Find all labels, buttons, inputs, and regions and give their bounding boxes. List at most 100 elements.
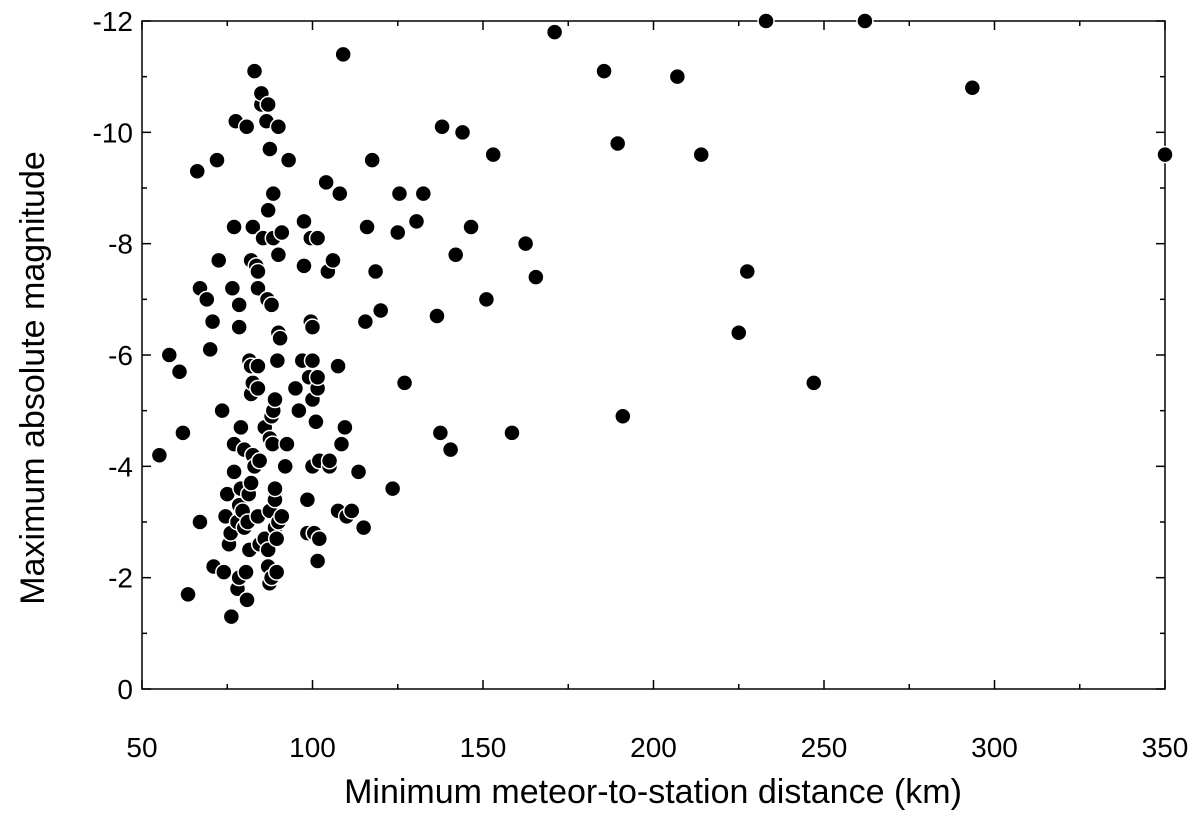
data-point [198,290,216,309]
data-point [286,379,305,398]
data-point [249,262,267,281]
y-tick-label: -4 [108,451,133,482]
data-points [150,12,1174,626]
data-point [303,351,322,370]
data-point [290,401,308,420]
data-point [738,262,757,281]
data-point [389,223,407,242]
data-point [261,140,279,158]
data-point [232,418,250,437]
data-point [334,45,352,64]
data-point [356,312,375,331]
data-point [268,351,287,370]
data-point [269,246,288,264]
data-point [692,145,710,164]
data-point [342,502,361,520]
data-point [267,563,286,581]
data-point [225,218,243,236]
data-point [279,151,298,169]
data-point [431,424,450,442]
x-tick-label: 50 [126,732,157,763]
data-point [298,490,317,509]
data-point [266,479,284,498]
data-point [179,585,197,604]
data-point [332,435,351,453]
tick-labels: 50 100 150 200 250 300 350 0 -2 -4 -6 -8 -10 -12 [93,6,1189,763]
data-point [307,413,325,431]
data-point [484,145,502,164]
data-point [503,424,521,442]
data-point [266,390,284,409]
data-point [238,591,256,609]
data-point [201,340,219,359]
data-point [250,452,269,470]
data-point [453,123,472,142]
x-tick-label: 100 [289,732,336,763]
data-point [230,296,248,314]
y-tick-label: -2 [108,563,133,594]
data-point [230,318,248,336]
data-point [407,212,426,231]
data-point [191,513,209,531]
data-point [428,307,446,325]
y-tick-label: -12 [93,6,133,37]
data-point [174,424,192,442]
data-point [608,134,627,153]
data-point [262,296,281,314]
data-point [308,552,327,570]
data-point [1156,145,1174,164]
data-point [295,212,313,231]
data-point [242,474,260,492]
data-point [441,440,460,459]
data-point [614,407,632,425]
data-point [245,62,264,80]
data-point [259,201,277,220]
data-point [414,184,433,203]
data-point [308,368,327,387]
data-point [310,529,329,548]
y-tick-label: -8 [108,229,133,260]
data-point [303,318,322,336]
data-point [249,379,267,398]
data-point [271,329,289,348]
data-point [237,563,255,581]
x-axis-label: Minimum meteor-to-station distance (km) [344,773,962,811]
data-point [213,401,231,420]
data-point [264,184,283,203]
data-point [188,162,206,181]
data-point [371,301,390,320]
y-axis-label: Maximum absolute magnitude [14,151,52,605]
data-point [237,118,256,136]
data-point [209,251,228,270]
data-point [225,463,243,481]
data-point [366,262,385,281]
data-point [276,457,294,476]
data-point [320,452,339,470]
x-tick-label: 150 [460,732,507,763]
data-point [856,12,874,30]
data-point [170,362,189,381]
data-point [269,118,288,136]
axis-ticks [141,20,1166,690]
data-point [278,435,296,453]
data-point [223,279,242,297]
data-point [308,229,327,247]
data-point [273,223,291,242]
data-point [433,118,451,136]
data-point [203,312,222,331]
x-tick-label: 250 [801,732,848,763]
data-point [273,507,291,526]
data-point [331,184,349,203]
data-point [267,529,286,548]
y-tick-label: 0 [117,674,133,705]
data-point [150,446,169,464]
data-point [244,218,262,236]
data-point [446,246,465,264]
data-point [805,374,823,392]
data-point [477,290,496,309]
data-point [354,518,373,537]
x-tick-label: 350 [1142,732,1189,763]
y-tick-label: -6 [108,340,133,371]
data-point [757,12,775,30]
